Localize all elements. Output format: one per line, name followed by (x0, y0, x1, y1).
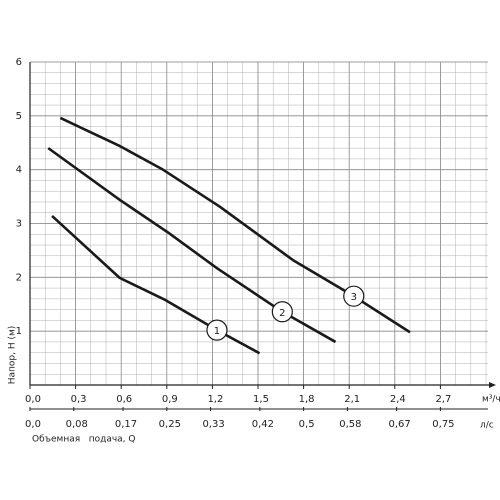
x-tick-label: 2,4 (390, 394, 406, 405)
x2-tick-label: 0,42 (252, 419, 274, 430)
curve-label-circle (271, 301, 293, 323)
y-tick-label: 5 (16, 111, 22, 122)
y-tick-label: 4 (16, 165, 22, 176)
y-tick-label: 1 (16, 326, 22, 337)
x2-tick-label: 0,58 (339, 419, 361, 430)
x-axis-arrow (489, 382, 496, 388)
curve-label: 2 (279, 308, 285, 319)
y-tick-label: 6 (16, 57, 22, 68)
x-tick-label: 0,6 (116, 394, 132, 405)
x-tick-label: 1,2 (207, 394, 223, 405)
curve-label: 1 (214, 326, 220, 337)
x2-tick-label: 0,17 (115, 419, 137, 430)
x-axis-title: Объемная подача, Q (32, 435, 135, 445)
x2-tick-label: 0,5 (299, 419, 315, 430)
curve-label-circle (206, 319, 228, 341)
x2-tick-label: 0,33 (202, 419, 224, 430)
curve-label-circle (343, 285, 365, 307)
x-tick-label: 0,3 (71, 394, 87, 405)
x2-tick-label: 0,08 (66, 419, 88, 430)
x2-axis-unit: л/с (480, 421, 494, 431)
x-tick-label: 1,8 (299, 394, 315, 405)
y-tick-label: 2 (16, 272, 22, 283)
curve-label: 3 (351, 292, 357, 303)
y-axis-label: Напор, Н (м) (8, 326, 18, 385)
x2-tick-label: 0,67 (389, 419, 411, 430)
x-tick-label: 2,1 (344, 394, 360, 405)
x-tick-label: 0,9 (162, 394, 178, 405)
x-tick-label: 0,0 (25, 394, 41, 405)
x2-tick-label: 0,25 (159, 419, 181, 430)
y-tick-label: 3 (16, 219, 22, 230)
x2-tick-label: 0,75 (432, 419, 454, 430)
x-tick-label: 2,7 (435, 394, 451, 405)
x-axis-unit: м³/ч (482, 395, 500, 405)
x2-tick-label: 0,0 (25, 419, 41, 430)
curve (51, 215, 261, 355)
x-tick-label: 1,5 (253, 394, 269, 405)
